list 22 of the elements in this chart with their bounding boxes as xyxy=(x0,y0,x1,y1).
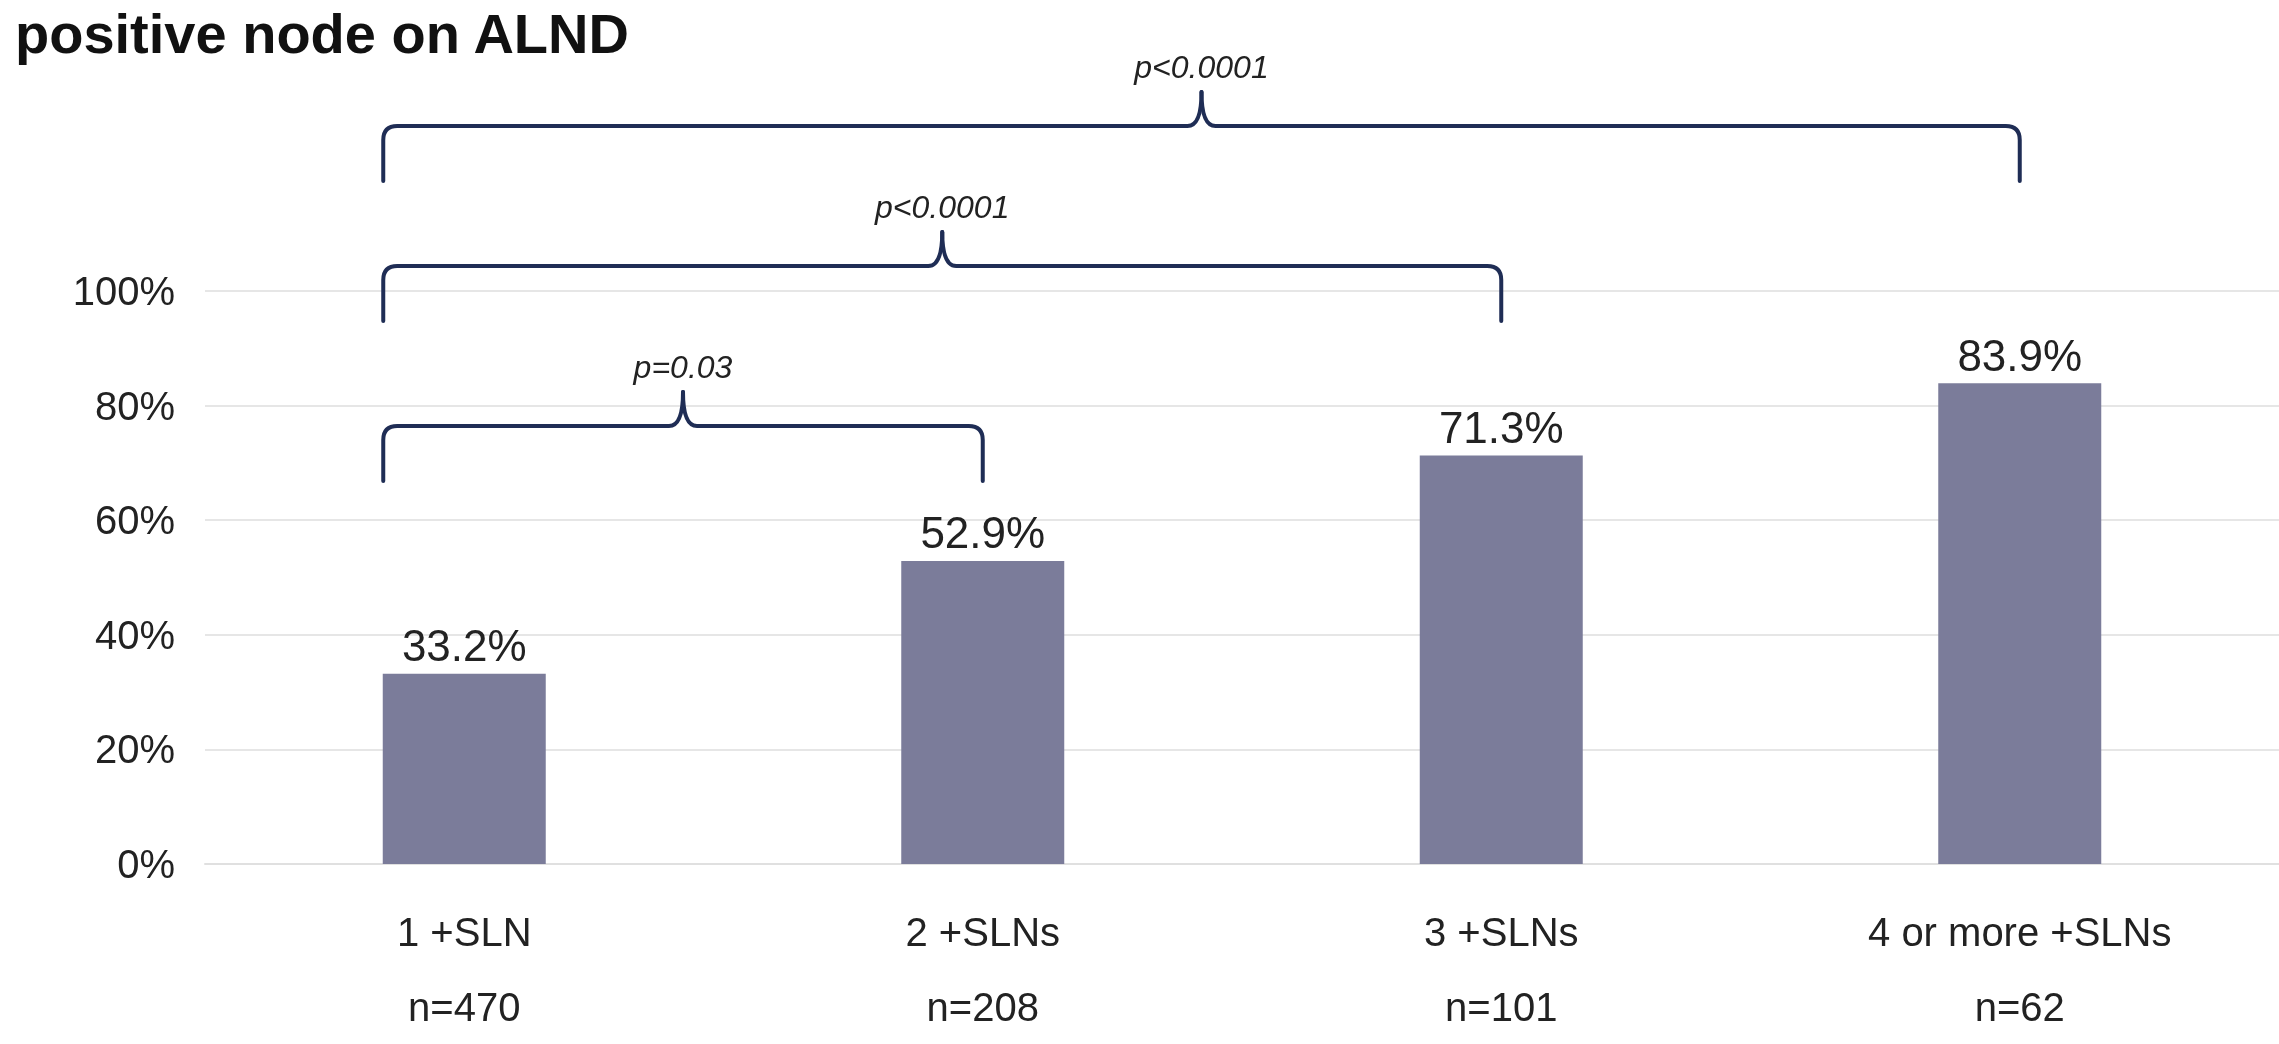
y-tick-label: 80% xyxy=(94,383,175,428)
bar xyxy=(901,560,1065,864)
data-label: 83.9% xyxy=(1957,330,2083,380)
bar xyxy=(1938,383,2102,864)
x-tick-label: 2 +SLNs n=208 xyxy=(905,909,1061,1029)
text: p<0.0001 xyxy=(1133,49,1269,85)
x-tick-label: 1 +SLN n=470 xyxy=(396,909,532,1029)
y-tick-label: 20% xyxy=(94,727,175,772)
text: p<0.0001 xyxy=(874,189,1010,225)
y-tick-label: 0% xyxy=(117,842,175,886)
data-label: 71.3% xyxy=(1438,402,1564,452)
y-tick-label: 100% xyxy=(72,269,175,313)
chart-title: positive node on ALND xyxy=(15,1,629,65)
annotation: p=0.03 xyxy=(632,349,733,385)
bar xyxy=(382,673,546,864)
bar xyxy=(1419,455,1583,864)
x-tick-label: 4 or more +SLNs n=62 xyxy=(1868,909,2172,1029)
y-tick-label: 40% xyxy=(94,612,175,657)
x-tick-label: 3 +SLNs n=101 xyxy=(1423,909,1579,1029)
y-tick-label: 60% xyxy=(94,498,175,543)
data-label: 52.9% xyxy=(920,508,1046,558)
data-label: 33.2% xyxy=(401,621,527,671)
